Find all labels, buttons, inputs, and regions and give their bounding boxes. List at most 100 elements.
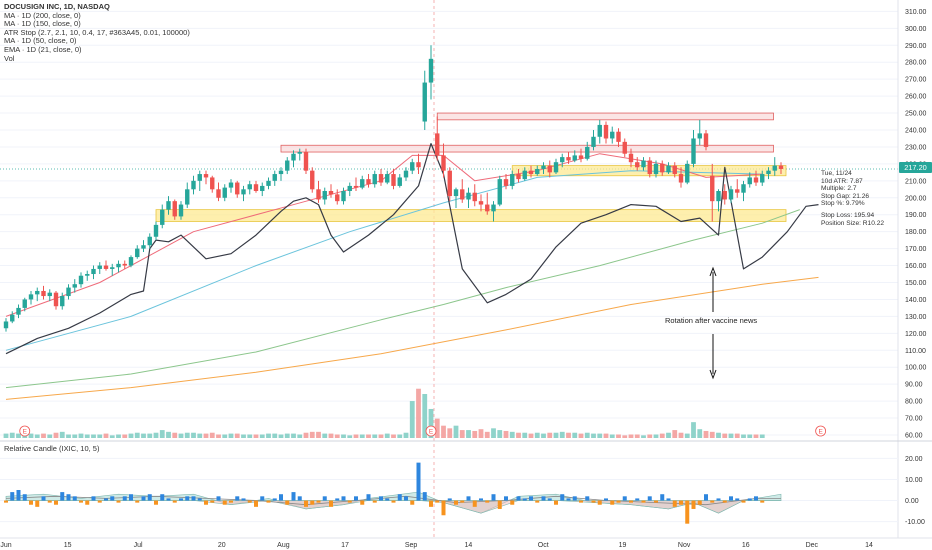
rc-bar (441, 500, 446, 516)
rc-bar (404, 496, 408, 501)
price-tick-label: 80.00 (905, 399, 923, 406)
candle-body (241, 189, 246, 195)
candle-body (572, 155, 577, 161)
price-tick-label: 280.00 (905, 60, 927, 67)
rc-slow-line (5, 495, 781, 506)
candle-body (447, 170, 452, 197)
candle-body (478, 201, 484, 205)
time-tick-label: 17 (341, 542, 349, 549)
candle-body (547, 165, 552, 173)
rc-bar (41, 496, 46, 501)
rc-bar (635, 498, 640, 501)
volume-bar (253, 434, 259, 438)
relative-candle-pane: -10.00 0.00 10.00 20.00 (0, 440, 932, 526)
candle-body (760, 174, 765, 183)
legend-ema21: EMA · 1D (21, close, 0) (4, 44, 82, 54)
rc-bar (479, 498, 483, 501)
rc-bar (16, 490, 21, 501)
stats-stop-pct: Stop %: 9.79% (821, 200, 865, 208)
candle-body (422, 82, 427, 122)
rc-bar (704, 494, 708, 501)
candle-body (160, 209, 165, 225)
candle-body (685, 163, 690, 183)
volume-bar (241, 434, 246, 438)
price-tick-label: 230.00 (905, 144, 927, 151)
volume-bar (472, 430, 478, 438)
rc-bar (104, 498, 108, 501)
volume-bar (347, 435, 353, 438)
rc-bar (535, 500, 540, 503)
candle-body (472, 192, 477, 202)
volume-bar (541, 433, 546, 438)
volume-bar (322, 433, 328, 438)
rc-bar (572, 496, 577, 501)
candle-body (466, 192, 471, 200)
candle-body (185, 189, 190, 205)
rc-bar (66, 494, 71, 501)
volume-bar (222, 434, 228, 438)
price-tick-label: 210.00 (905, 178, 927, 185)
candle-body (216, 189, 221, 198)
price-tick-label: 310.00 (905, 9, 927, 16)
candle-body (772, 165, 777, 171)
volume-bar (753, 434, 759, 438)
volume-bar (122, 434, 128, 438)
rc-bar (679, 500, 683, 505)
rc-bar (447, 498, 452, 501)
price-tick-label: 90.00 (905, 382, 923, 389)
volume-bar (172, 432, 178, 438)
volume-bar (116, 434, 121, 438)
candle-body (316, 189, 321, 200)
rc-bar (316, 500, 321, 503)
rc-bar (322, 496, 327, 501)
volume-bar (747, 434, 753, 438)
volume-bar (622, 435, 628, 438)
time-tick-label: 15 (64, 542, 72, 549)
volume-bar (597, 433, 603, 438)
candle-body (310, 170, 315, 190)
candle-body (397, 177, 402, 186)
candle-body (235, 182, 240, 195)
volume-bar (184, 432, 190, 438)
rc-tick-label: 0.00 (905, 498, 919, 505)
rc-bar (760, 500, 765, 503)
candle-body (647, 160, 652, 175)
volume-bar (147, 433, 153, 438)
volume-bar (266, 433, 271, 438)
volume-bar (303, 432, 309, 438)
volume-bar (216, 434, 221, 438)
volume-bar (366, 434, 371, 438)
volume-bar (653, 434, 659, 438)
rc-bar (129, 494, 133, 501)
arrow-up-head (709, 266, 717, 277)
volume-bar (247, 434, 253, 438)
volume-bar (572, 432, 578, 438)
volume-bar (616, 434, 621, 438)
volume-bar (453, 425, 459, 438)
volume-bar (409, 401, 415, 438)
volume-bar (378, 434, 384, 438)
rc-bar (35, 500, 40, 507)
rc-bar (472, 500, 477, 507)
rc-bar (354, 496, 358, 501)
price-tick-label: 160.00 (905, 263, 927, 270)
candle-body (716, 191, 721, 202)
volume-bar (641, 435, 646, 438)
rc-bar (229, 500, 233, 503)
volume-bar (134, 432, 140, 438)
volume-bar (159, 430, 165, 438)
rc-bar (297, 496, 302, 501)
volume-bar (284, 433, 290, 438)
price-tick-label: 60.00 (905, 433, 923, 440)
rc-bar (410, 500, 415, 505)
candle-body (191, 180, 196, 190)
candle-body (722, 191, 727, 200)
price-tick-label: 140.00 (905, 297, 927, 304)
candle-body (253, 184, 259, 191)
candle-body (741, 184, 746, 193)
earnings-marker (425, 425, 437, 437)
volume-bar (734, 433, 740, 438)
volume-bar (59, 431, 65, 438)
volume-bar (78, 433, 84, 438)
